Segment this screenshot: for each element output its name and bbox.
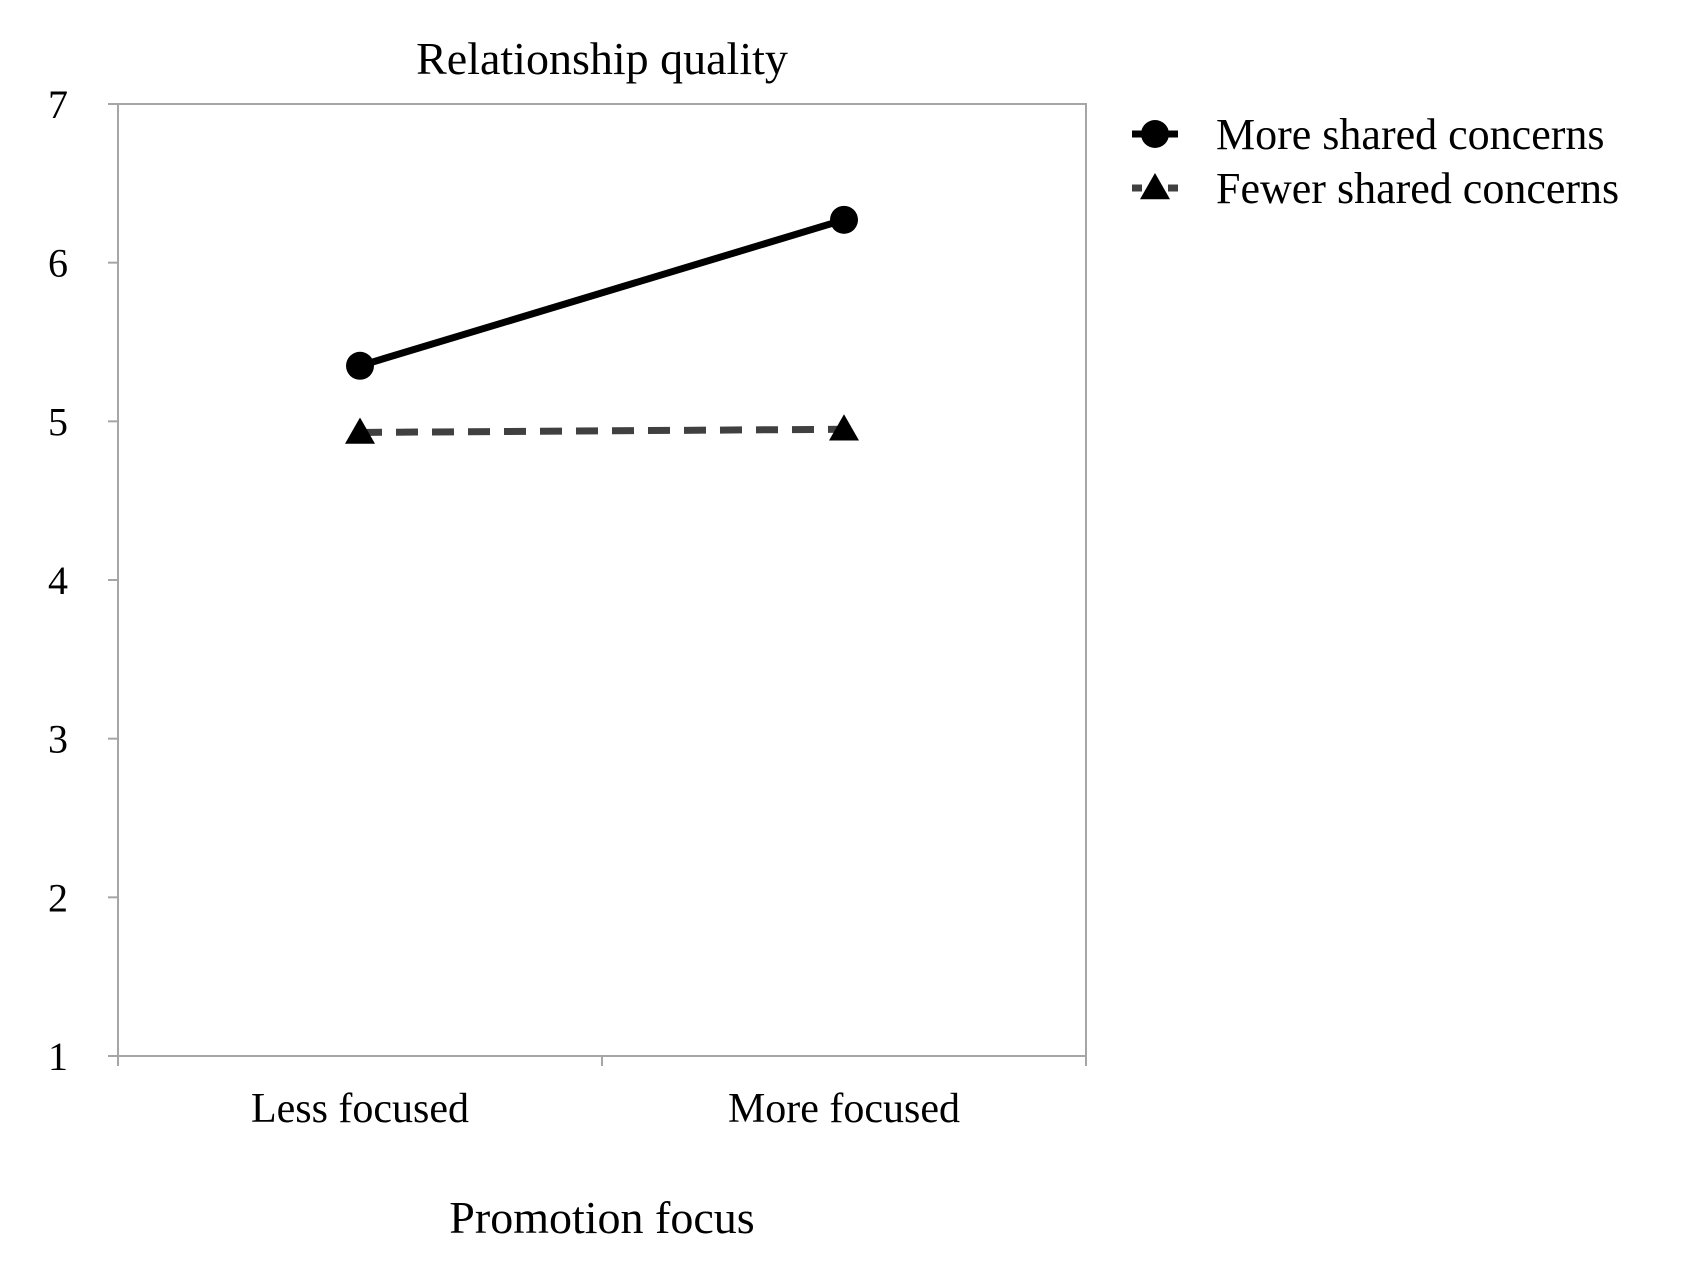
y-tick-label: 1: [48, 1034, 68, 1079]
x-tick-label: Less focused: [251, 1086, 469, 1132]
series-1: [346, 205, 858, 380]
legend-marker: [1141, 120, 1169, 148]
chart-title: Relationship quality: [416, 33, 788, 84]
plot-area: [117, 103, 1087, 1057]
series-2: [345, 414, 859, 444]
series-line: [359, 425, 845, 436]
legend-label: Fewer shared concerns: [1216, 164, 1619, 213]
legend-item: More shared concerns: [1132, 110, 1605, 159]
legend-marker: [1140, 173, 1170, 200]
y-tick-label: 3: [48, 717, 68, 762]
series-layer: [345, 205, 859, 444]
data-point: [830, 205, 858, 234]
x-axis: Less focused More focused: [117, 1056, 1087, 1132]
data-point: [829, 414, 859, 441]
x-tick-label: More focused: [728, 1086, 960, 1132]
legend-label: More shared concerns: [1216, 110, 1605, 159]
data-point: [346, 351, 374, 380]
y-tick-label: 4: [48, 558, 68, 603]
legend-item: Fewer shared concerns: [1132, 164, 1619, 213]
y-tick-label: 7: [48, 82, 68, 127]
x-axis-label: Promotion focus: [449, 1192, 754, 1243]
data-point: [345, 417, 375, 444]
legend: More shared concerns Fewer shared concern…: [1132, 110, 1619, 213]
y-tick-label: 6: [48, 241, 68, 286]
series-line: [358, 216, 846, 370]
y-tick-label: 5: [48, 399, 68, 444]
y-tick-label: 2: [48, 875, 68, 920]
y-axis: 1 2 3 4 5 6 7: [48, 82, 118, 1079]
